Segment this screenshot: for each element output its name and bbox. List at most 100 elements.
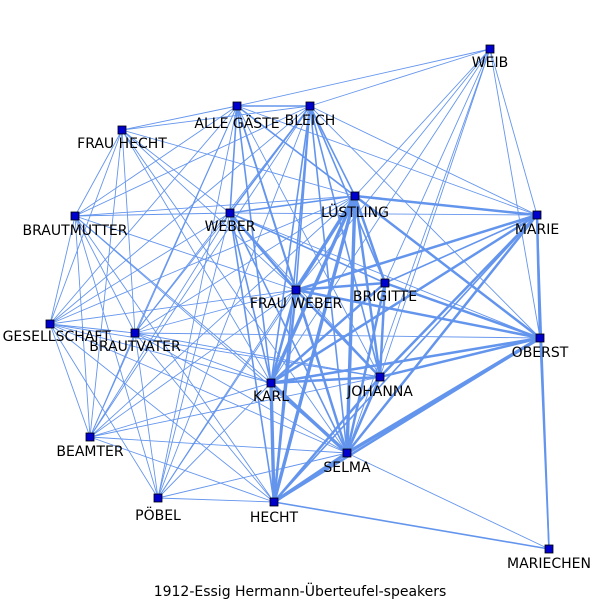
node-frau_weber — [291, 285, 301, 295]
edge-poebel-karl — [157, 382, 272, 499]
node-weib — [485, 44, 495, 54]
edge-alle_gaeste-johanna — [236, 105, 381, 378]
node-label-weib: WEIB — [472, 55, 508, 71]
node-beamter — [85, 432, 95, 442]
edge-karl-weber — [229, 212, 272, 384]
node-label-brautvater: BRAUTVATER — [89, 339, 181, 355]
edge-frau_hecht-selma — [121, 129, 348, 454]
edge-frau_weber-weber — [228, 211, 298, 292]
edge-hecht-mariechen — [273, 501, 550, 550]
edge-brautmutter-frau_weber — [74, 215, 297, 291]
node-brautmutter — [70, 211, 80, 221]
edge-brautvater-hecht — [134, 332, 275, 503]
edge-weib-frau_weber — [295, 48, 491, 291]
edge-luestling-selma — [345, 194, 357, 455]
edge-gesellschaft-luestling — [49, 195, 356, 325]
edge-bleich-marie — [309, 105, 538, 216]
edge-gesellschaft-poebel — [49, 323, 159, 499]
edge-bleich-johanna — [309, 105, 381, 378]
node-label-mariechen: MARIECHEN — [507, 556, 591, 572]
edge-brigitte-johanna — [379, 282, 386, 378]
edge-hecht-weber — [229, 212, 275, 503]
edge-gesellschaft-selma — [49, 323, 348, 454]
edge-karl-bleich — [270, 105, 311, 384]
node-label-frau_weber: FRAU WEBER — [250, 296, 343, 312]
node-mariechen — [544, 544, 554, 554]
edge-brautmutter-bleich — [74, 105, 311, 217]
node-label-gesellschaft: E GESELLSCHAFT — [0, 329, 111, 345]
edge-oberst-weib — [489, 48, 541, 339]
edge-gesellschaft-weber — [49, 212, 231, 325]
edge-weber-alle_gaeste — [229, 105, 238, 214]
edge-poebel-alle_gaeste — [157, 105, 238, 499]
edge-karl-oberst — [269, 336, 542, 385]
node-weber — [225, 208, 235, 218]
edge-gesellschaft-alle_gaeste — [49, 105, 238, 325]
edge-selma-alle_gaeste — [236, 105, 348, 454]
edge-selma-mariechen — [346, 452, 550, 550]
edge-beamter-bleich — [89, 105, 311, 438]
edge-marie-brigitte — [384, 214, 538, 284]
edge-poebel-hecht — [157, 497, 275, 503]
edge-frau_weber-oberst — [294, 288, 542, 340]
edge-frau_hecht-brautmutter — [74, 129, 123, 217]
edge-hecht-oberst — [272, 336, 542, 504]
edge-karl-hecht — [269, 381, 276, 504]
node-brigitte — [380, 278, 390, 288]
edge-brautmutter-beamter — [74, 215, 91, 438]
edge-frau_weber-brigitte — [294, 281, 387, 292]
edge-beamter-alle_gaeste — [89, 105, 238, 438]
edge-brautmutter-luestling — [74, 195, 356, 217]
edge-luestling-weib — [354, 48, 491, 197]
edge-brautmutter-selma — [74, 215, 348, 454]
edge-selma-johanna — [345, 375, 382, 455]
edge-johanna-marie — [378, 213, 539, 379]
edge-weib-johanna — [379, 48, 491, 378]
edge-johanna-hecht — [272, 375, 382, 504]
node-label-frau_hecht: FRAU HECHT — [77, 136, 167, 152]
edge-brautvater-oberst — [134, 332, 541, 339]
edge-frau_hecht-luestling — [121, 129, 356, 197]
edge-selma-brigitte — [345, 281, 387, 455]
edge-brautmutter-poebel — [74, 215, 159, 499]
node-luestling — [350, 191, 360, 201]
edge-beamter-johanna — [89, 376, 381, 438]
edge-poebel-bleich — [157, 105, 311, 499]
node-label-selma: SELMA — [323, 460, 371, 476]
node-label-oberst: OBERST — [512, 345, 569, 361]
edge-gesellschaft-frau_weber — [49, 289, 297, 325]
edge-gesellschaft-karl — [49, 323, 272, 384]
edge-brautvater-selma — [134, 332, 348, 454]
edge-brautmutter-alle_gaeste — [74, 105, 238, 217]
edge-frau_hecht-frau_weber — [121, 129, 297, 291]
edge-weber-johanna — [229, 212, 381, 378]
edge-frau_hecht-bleich — [121, 105, 311, 131]
edge-beamter-luestling — [89, 195, 356, 438]
edge-oberst-brigitte — [383, 281, 542, 340]
edge-beamter-frau_weber — [89, 289, 297, 438]
edge-frau_hecht-alle_gaeste — [121, 105, 238, 131]
edge-bleich-brigitte — [309, 105, 386, 284]
edge-hecht-marie — [273, 214, 538, 503]
edge-brautvater-poebel — [134, 332, 159, 499]
label-layer: WEIB ALLE GÄSTE BLEICH FRAU HECHT LÜSTLING WE… — [0, 55, 591, 572]
edge-luestling-bleich — [309, 105, 356, 197]
edge-alle_gaeste-oberst — [236, 105, 541, 339]
edge-selma-weber — [229, 212, 348, 454]
graph-caption: 1912-Essig Hermann-Überteufel-speakers — [154, 582, 447, 600]
edge-alle_gaeste-marie — [236, 105, 538, 216]
edge-gesellschaft-bleich — [49, 105, 311, 325]
edge-marie-mariechen — [536, 214, 550, 550]
node-alle_gaeste — [232, 101, 242, 111]
node-gesellschaft — [45, 319, 55, 329]
edge-layer — [49, 48, 550, 550]
edge-selma-marie — [345, 213, 539, 455]
edge-beamter-hecht — [89, 436, 275, 503]
edge-brautmutter-hecht — [74, 215, 275, 503]
edge-luestling-johanna — [353, 194, 382, 379]
node-frau_hecht — [117, 125, 127, 135]
node-hecht — [269, 497, 279, 507]
edge-hecht-bleich — [273, 105, 311, 503]
